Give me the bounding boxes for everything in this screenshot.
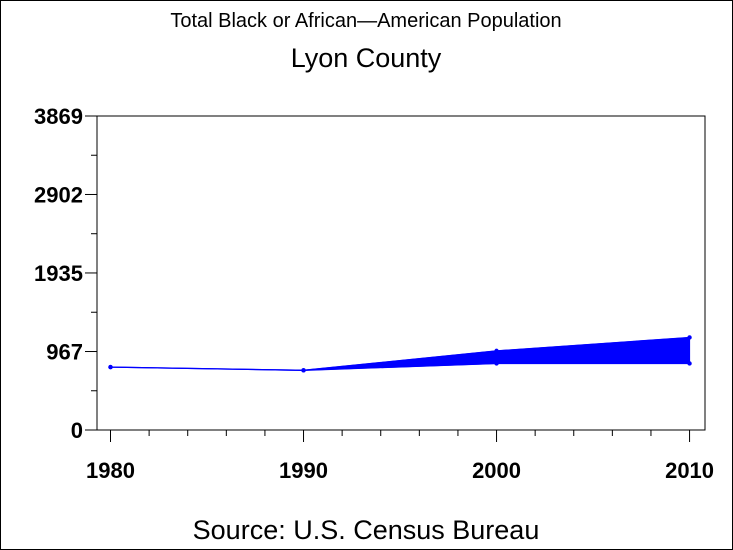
x-axis: 1980 1990 2000 2010 xyxy=(86,430,714,483)
data-point xyxy=(494,361,499,366)
y-tick-label: 967 xyxy=(46,340,83,365)
data-point xyxy=(494,348,499,354)
chart-subtitle: Lyon County xyxy=(291,43,442,73)
data-point xyxy=(687,335,692,340)
series-layer xyxy=(108,335,692,373)
series-line-2 xyxy=(110,362,690,371)
x-tick-label: 2010 xyxy=(665,458,714,483)
y-axis: 0 967 1935 2902 3869 xyxy=(34,104,97,443)
plot-area xyxy=(96,115,706,431)
y-tick-label: 0 xyxy=(71,418,83,443)
chart-title: Total Black or African—American Populati… xyxy=(170,10,561,32)
data-point xyxy=(301,368,306,373)
y-tick-label: 1935 xyxy=(34,261,83,286)
data-point xyxy=(687,361,692,366)
chart-source-note: Source: U.S. Census Bureau xyxy=(193,515,540,545)
x-tick-label: 2000 xyxy=(472,458,521,483)
y-tick-label: 2902 xyxy=(34,182,83,207)
x-tick-label: 1990 xyxy=(279,458,328,483)
y-tick-label: 3869 xyxy=(34,104,83,129)
x-tick-label: 1980 xyxy=(86,458,135,483)
data-point xyxy=(108,364,113,370)
